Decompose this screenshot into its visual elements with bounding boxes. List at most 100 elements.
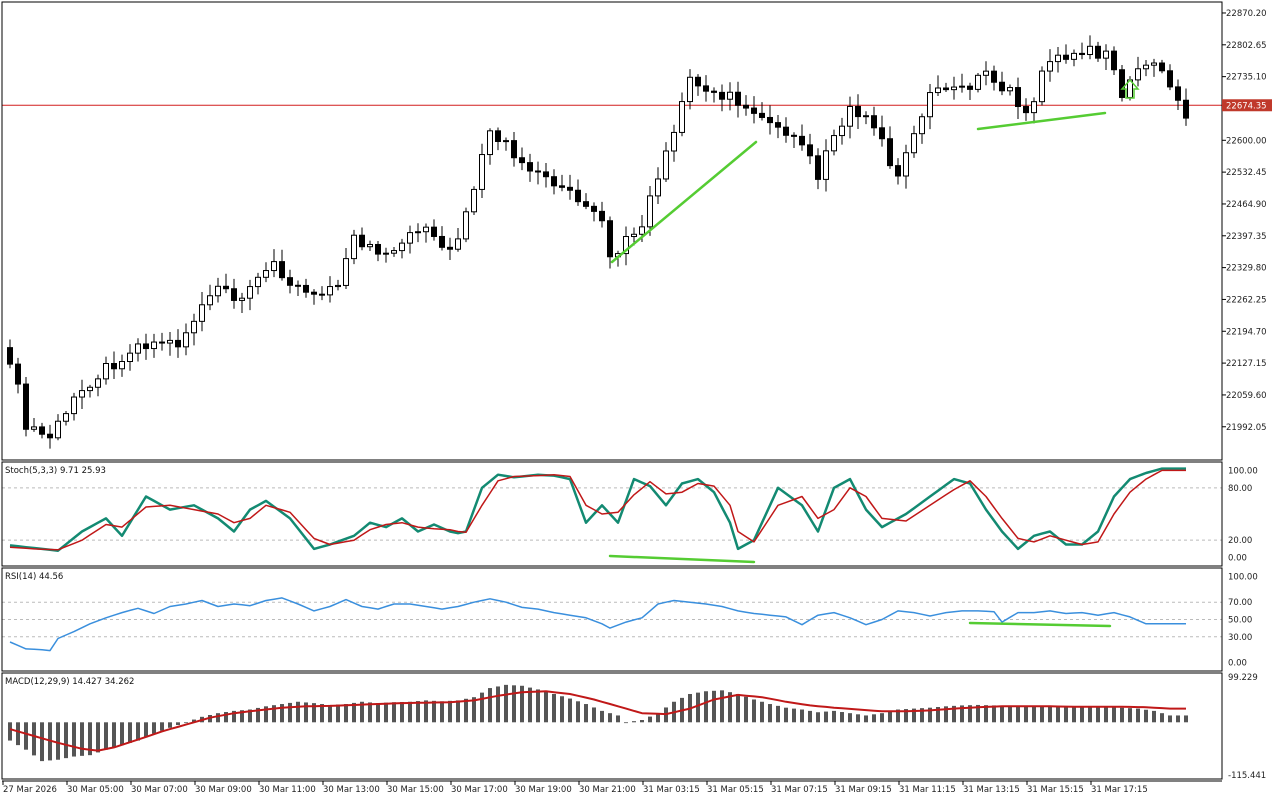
candle-body (807, 144, 813, 157)
candle (223, 273, 229, 294)
candle (191, 313, 197, 346)
macd-bar (960, 705, 964, 723)
candle-body (15, 363, 21, 385)
candle-body (71, 396, 77, 415)
candle-body (439, 235, 445, 248)
candle-body (623, 236, 629, 255)
macd-pane[interactable]: MACD(12,29,9) 14.427 34.262 (5, 677, 1188, 762)
macd-bar (376, 703, 380, 723)
candle (1111, 46, 1117, 75)
candle-body (895, 165, 901, 177)
macd-bar (744, 696, 748, 723)
candle (439, 226, 445, 251)
candle-body (295, 284, 301, 287)
macd-bar (696, 692, 700, 723)
time-tick-label: 31 Mar 15:15 (1027, 785, 1084, 795)
stochastic-pane[interactable]: Stoch(5,3,3) 9.71 25.93 (2, 466, 1222, 552)
candle (215, 277, 221, 303)
macd-bar (176, 722, 180, 726)
candle (463, 207, 469, 243)
macd-bar (864, 715, 868, 723)
macd-bar (1080, 707, 1084, 723)
macd-bar (1184, 715, 1188, 723)
candle (71, 392, 77, 421)
current-price-label: 22674.35 (1226, 101, 1267, 111)
candle-body (967, 85, 973, 90)
candle (263, 262, 269, 283)
candle-body (703, 85, 709, 92)
candle (239, 292, 245, 313)
macd-bar (272, 705, 276, 723)
candle (399, 238, 405, 259)
candle-body (871, 115, 877, 129)
candle-body (191, 320, 197, 334)
macd-bar (424, 700, 428, 723)
candle-body (1063, 54, 1069, 60)
candle (1047, 49, 1053, 82)
time-tick-label: 30 Mar 13:00 (323, 785, 380, 795)
price-tick-label: 22802.65 (1226, 41, 1267, 51)
price-tick-label: 22870.20 (1226, 9, 1267, 19)
macd-bar (328, 704, 332, 723)
drawing-objects[interactable] (608, 78, 1140, 628)
macd-bar (368, 702, 372, 723)
price-pane[interactable] (2, 35, 1222, 449)
macd-bar (1008, 706, 1012, 723)
macd-bar (112, 722, 116, 748)
candle-body (887, 138, 893, 167)
candle (935, 75, 941, 97)
candle-body (1167, 70, 1173, 88)
time-tick-label: 30 Mar 15:00 (387, 785, 444, 795)
candle (999, 71, 1005, 96)
candle (47, 424, 53, 449)
macd-bar (400, 701, 404, 723)
macd-bar (1136, 708, 1140, 723)
macd-bar (472, 697, 476, 723)
macd-bar (760, 701, 764, 723)
macd-bar (72, 722, 76, 757)
candle (375, 240, 381, 262)
macd-bar (888, 711, 892, 723)
candle-body (951, 86, 957, 91)
candle-body (823, 150, 829, 180)
time-tick-label: 31 Mar 13:15 (963, 785, 1020, 795)
candle-body (1159, 62, 1165, 72)
rsi-tick-label: 30.00 (1228, 633, 1252, 643)
candle-body (815, 155, 821, 180)
candle-body (223, 285, 229, 290)
candle-body (1151, 62, 1157, 66)
candle-body (1007, 87, 1013, 92)
candle (111, 351, 117, 379)
candle (311, 289, 317, 305)
time-tick-label: 30 Mar 05:00 (67, 785, 124, 795)
macd-bar (512, 685, 516, 723)
candle-body (479, 154, 485, 190)
candle (975, 72, 981, 93)
macd-bar (912, 708, 916, 723)
time-tick-label: 30 Mar 07:00 (131, 785, 188, 795)
candle (727, 82, 733, 111)
macd-bar (552, 693, 556, 723)
candle-body (567, 186, 573, 191)
candle-body (959, 85, 965, 88)
macd-bar (712, 690, 716, 723)
candle (791, 132, 797, 148)
candle-body (135, 343, 141, 354)
macd-bar (1144, 709, 1148, 723)
macd-bar (16, 722, 20, 746)
candle (415, 223, 421, 243)
macd-bar (264, 706, 268, 723)
candle-body (343, 258, 349, 286)
macd-bar (640, 720, 644, 723)
candle (671, 124, 677, 162)
candle-body (535, 170, 541, 173)
macd-bar (1120, 707, 1124, 723)
candle (303, 278, 309, 298)
macd-bar (816, 712, 820, 723)
candle-body (271, 261, 277, 272)
rsi-pane[interactable]: RSI(14) 44.56 (2, 572, 1222, 652)
macd-bar (792, 708, 796, 723)
macd-bar (432, 700, 436, 723)
